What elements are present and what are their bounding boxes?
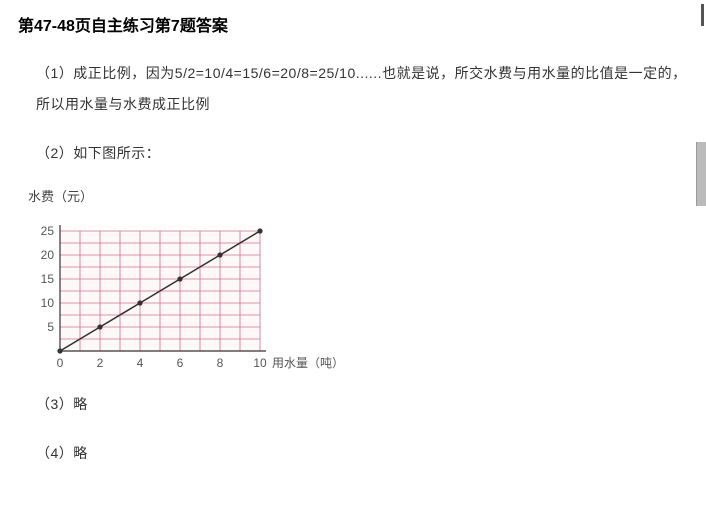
- svg-text:10: 10: [41, 296, 55, 310]
- answer-part-2: （2）如下图所示：: [18, 138, 688, 169]
- answer-part-1: （1）成正比例，因为5/2=10/4=15/6=20/8=25/10......…: [18, 58, 688, 120]
- svg-text:15: 15: [41, 272, 55, 286]
- svg-text:8: 8: [217, 356, 224, 370]
- svg-text:4: 4: [137, 356, 144, 370]
- chart-y-axis-title: 水费（元）: [28, 186, 688, 205]
- svg-text:10: 10: [253, 356, 267, 370]
- svg-text:6: 6: [177, 356, 184, 370]
- svg-text:20: 20: [41, 248, 55, 262]
- page-edge-decor: [684, 0, 706, 524]
- svg-text:0: 0: [57, 356, 64, 370]
- svg-text:25: 25: [41, 224, 55, 238]
- page-title: 第47-48页自主练习第7题答案: [18, 12, 688, 36]
- edge-bar-icon: [701, 4, 704, 26]
- answer-part-4: （4）略: [18, 438, 688, 469]
- svg-text:5: 5: [47, 320, 54, 334]
- svg-text:用水量（吨）: 用水量（吨）: [272, 356, 344, 370]
- edge-tab-icon: [696, 142, 706, 206]
- water-fee-chart: 5 10 15 20 25 0 2 4 6 8 10 用水量（吨）: [28, 211, 358, 373]
- chart-container: 水费（元） 5 10 15 20 25 0 2 4 6 8 10 用水量（吨）: [28, 186, 688, 373]
- answer-part-3: （3）略: [18, 389, 688, 420]
- svg-text:2: 2: [97, 356, 104, 370]
